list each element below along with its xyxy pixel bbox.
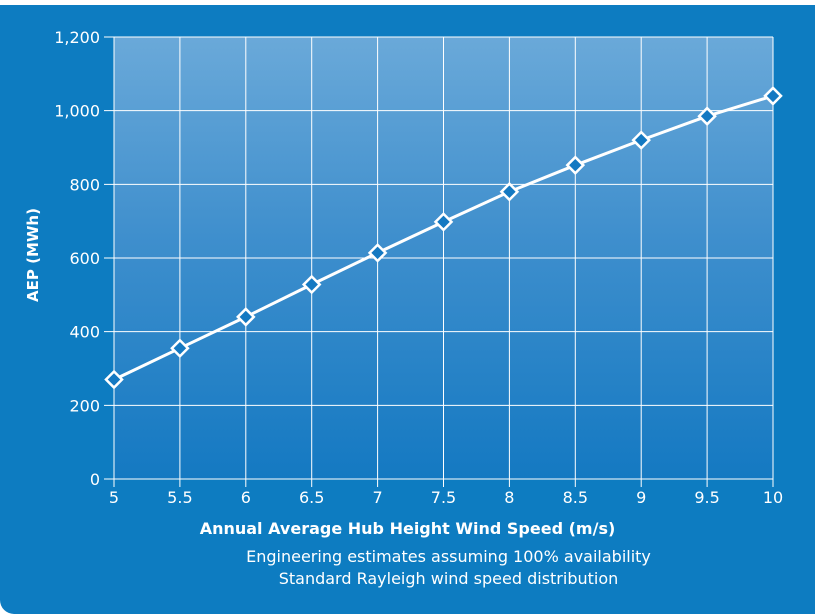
y-axis-label: AEP (MWh): [24, 208, 42, 302]
y-tick-label: 400: [69, 323, 100, 342]
chart-note-availability: Engineering estimates assuming 100% avai…: [246, 547, 651, 566]
x-tick-label: 8.5: [563, 488, 588, 507]
x-tick-label: 6.5: [299, 488, 324, 507]
data-point-marker: [499, 181, 520, 202]
data-point-marker: [631, 130, 651, 150]
x-tick-label: 9: [636, 488, 646, 507]
chart-note-distribution: Standard Rayleigh wind speed distributio…: [278, 569, 619, 588]
y-tick-label: 1,200: [54, 28, 100, 47]
data-point-marker: [697, 106, 717, 126]
x-tick-label: 8: [504, 488, 514, 507]
data-markers: [104, 86, 783, 390]
y-tick-label: 200: [69, 396, 100, 415]
y-tick-label: 600: [69, 249, 100, 268]
x-axis-ticks: 5 5.5 6 6.5 7 7.5 8 8.5 9 9.5 10: [109, 488, 783, 507]
x-tick-label: 10: [763, 488, 783, 507]
data-point-marker: [301, 274, 322, 295]
x-axis-label: Annual Average Hub Height Wind Speed (m/…: [199, 519, 616, 538]
y-axis-ticks: 0 200 400 600 800 1,000 1,200: [54, 28, 100, 489]
x-tick-label: 5.5: [167, 488, 192, 507]
y-tick-label: 800: [69, 175, 100, 194]
x-tick-label: 9.5: [694, 488, 719, 507]
y-tick-label: 0: [90, 470, 100, 489]
data-point-marker: [170, 338, 190, 359]
data-point-marker: [433, 212, 454, 232]
data-point-marker: [236, 307, 256, 327]
data-point-marker: [565, 155, 586, 175]
x-tick-label: 5: [109, 488, 119, 507]
data-point-marker: [104, 369, 124, 390]
grid-lines: [104, 36, 774, 487]
data-point-marker: [763, 86, 783, 106]
y-tick-label: 1,000: [54, 102, 100, 121]
data-point-marker: [367, 243, 388, 263]
x-tick-label: 6: [241, 488, 251, 507]
x-tick-label: 7: [373, 488, 383, 507]
x-tick-label: 7.5: [431, 488, 456, 507]
